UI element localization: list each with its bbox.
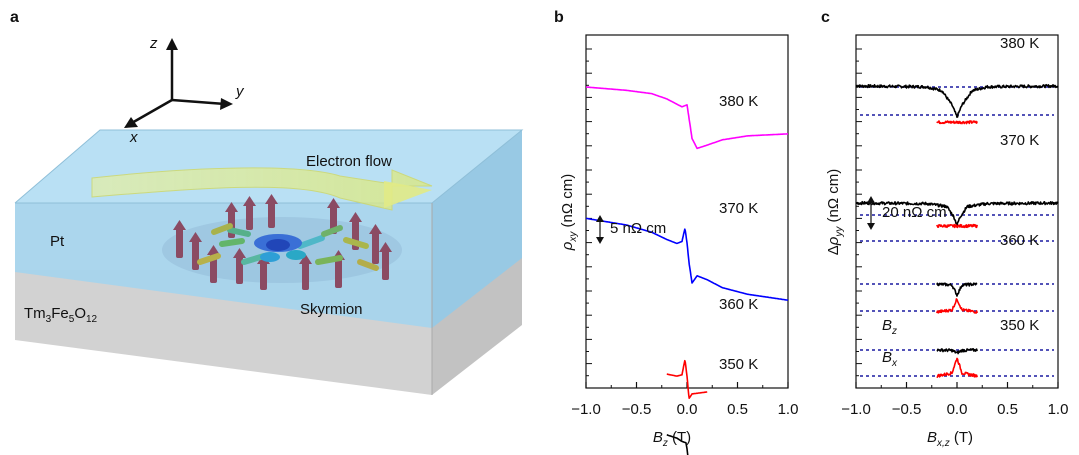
skyrmion-spins xyxy=(162,194,402,290)
series-line xyxy=(936,357,978,378)
z-axis-arrowhead xyxy=(166,38,178,50)
series-label: 350 K xyxy=(719,356,758,373)
scale-bar-c: 20 nΩ cm xyxy=(867,196,947,230)
panel-label-c: c xyxy=(821,9,830,26)
y-ticks-c xyxy=(856,48,862,377)
series-line xyxy=(666,359,708,399)
series-label: 350 K xyxy=(1000,317,1039,334)
series-c xyxy=(855,83,1059,378)
series-line xyxy=(936,298,978,314)
pt-layer-label: Pt xyxy=(50,233,65,250)
skyrmion-label: Skyrmion xyxy=(300,301,363,318)
series-label: 370 K xyxy=(1000,132,1039,149)
y-axis-arrowhead xyxy=(220,98,233,110)
field-label-bz: Bz xyxy=(882,317,897,337)
series-line xyxy=(936,120,978,125)
series-b xyxy=(585,86,789,455)
electron-flow-label: Electron flow xyxy=(306,153,392,170)
series-label: 380 K xyxy=(719,93,758,110)
series-label: 380 K xyxy=(1000,35,1039,52)
coordinate-axes xyxy=(129,45,226,126)
electron-flow-arrowhead xyxy=(384,181,432,208)
panel-a: a xyxy=(10,9,524,395)
reference-lines-c xyxy=(860,86,1054,377)
x-tick-label: −0.5 xyxy=(622,401,652,418)
axis-label-y: y xyxy=(235,83,245,100)
panel-c: c −1.0 −0.5 0.0 0.5 1.0 380 K 370 K 360 … xyxy=(821,9,1068,449)
series-line xyxy=(585,86,789,150)
series-line xyxy=(666,434,689,455)
y-axis-label-c: Δρyy (nΩ cm) xyxy=(825,169,845,256)
x-axis-label-c: Bx,z (T) xyxy=(927,429,973,449)
x-axis-label-b: Bz (T) xyxy=(653,429,691,449)
pt-edges xyxy=(14,129,524,204)
x-tick-label: 0.0 xyxy=(947,401,968,418)
y-ticks-b xyxy=(586,48,592,377)
axis-label-x: x xyxy=(129,129,138,146)
pt-side xyxy=(432,130,522,328)
x-axis-arrowhead xyxy=(124,117,138,128)
x-tick-labels-c: −1.0 −0.5 0.0 0.5 1.0 xyxy=(841,401,1068,418)
x-tick-label: 1.0 xyxy=(1048,401,1069,418)
series-label: 360 K xyxy=(1000,232,1039,249)
series-line xyxy=(936,282,978,297)
x-ticks-c xyxy=(855,382,1059,388)
series-line xyxy=(936,348,978,355)
series-label: 360 K xyxy=(719,296,758,313)
series-labels-c: 380 K 370 K 360 K 350 K xyxy=(1000,35,1039,334)
y-axis-label-b: ρxy (nΩ cm) xyxy=(559,174,579,251)
scale-bar-b: 5 nΩ cm xyxy=(596,215,666,244)
x-tick-label: 0.5 xyxy=(727,401,748,418)
x-tick-label: −1.0 xyxy=(571,401,601,418)
x-tick-label: 0.0 xyxy=(677,401,698,418)
x-tick-label: 1.0 xyxy=(778,401,799,418)
series-label: 370 K xyxy=(719,200,758,217)
panel-b: b −1.0 −0.5 0.0 0.5 1.0 380 K 370 K 360 … xyxy=(554,9,798,455)
panel-label-a: a xyxy=(10,9,19,26)
axis-label-z: z xyxy=(149,35,158,52)
series-line xyxy=(855,83,1059,118)
tmfeo-layer-label: Tm3Fe5O12 xyxy=(24,305,98,325)
scale-bar-label-b: 5 nΩ cm xyxy=(610,220,666,237)
x-tick-label: 0.5 xyxy=(997,401,1018,418)
x-tick-labels-b: −1.0 −0.5 0.0 0.5 1.0 xyxy=(571,401,798,418)
series-labels-b: 380 K 370 K 360 K 350 K xyxy=(719,93,758,373)
series-line xyxy=(936,223,978,229)
panel-label-b: b xyxy=(554,9,564,26)
x-tick-label: −1.0 xyxy=(841,401,871,418)
series-line xyxy=(585,217,789,301)
electron-flow-arrow xyxy=(91,167,433,211)
scale-bar-label-c: 20 nΩ cm xyxy=(882,204,947,221)
x-tick-label: −0.5 xyxy=(892,401,922,418)
field-label-bx: Bx xyxy=(882,349,898,369)
